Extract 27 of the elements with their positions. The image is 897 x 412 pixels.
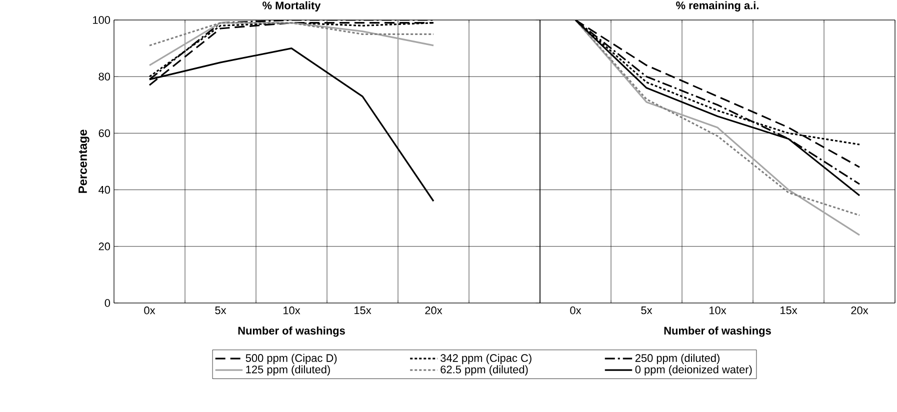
y-tick-label: 100 <box>93 16 110 24</box>
y-tick-label: 20 <box>98 242 110 250</box>
chart-title: % remaining a.i. <box>676 1 758 12</box>
x-axis-title: Number of washings <box>238 326 345 337</box>
x-tick-label: 10x <box>710 306 726 314</box>
x-tick-label: 5x <box>641 306 652 314</box>
chart-title: % Mortality <box>262 1 321 12</box>
x-tick-label: 5x <box>215 306 226 314</box>
x-axis-title: Number of washings <box>664 326 771 337</box>
legend-label: 500 ppm (Cipac D) <box>246 354 337 364</box>
x-tick-label: 0x <box>570 306 582 314</box>
x-tick-label: 0x <box>144 306 156 314</box>
legend-label: 125 ppm (diluted) <box>246 365 330 376</box>
x-tick-label: 15x <box>354 306 372 314</box>
legend-label: 62.5 ppm (diluted) <box>440 365 528 376</box>
y-tick-label: 0 <box>104 299 110 307</box>
x-tick-label: 10x <box>283 306 300 314</box>
y-tick-label: 80 <box>98 72 110 80</box>
legend-label: 342 ppm (Cipac C) <box>440 354 532 364</box>
y-axis-title: Percentage <box>78 130 90 193</box>
y-tick-label: 40 <box>98 186 110 194</box>
x-tick-label: 15x <box>780 306 798 314</box>
legend-label: 0 ppm (deionized water) <box>635 365 752 376</box>
legend-label: 250 ppm (diluted) <box>635 354 720 364</box>
x-tick-label: 20x <box>851 306 868 314</box>
y-tick-label: 60 <box>98 129 110 138</box>
x-tick-label: 20x <box>425 306 442 314</box>
